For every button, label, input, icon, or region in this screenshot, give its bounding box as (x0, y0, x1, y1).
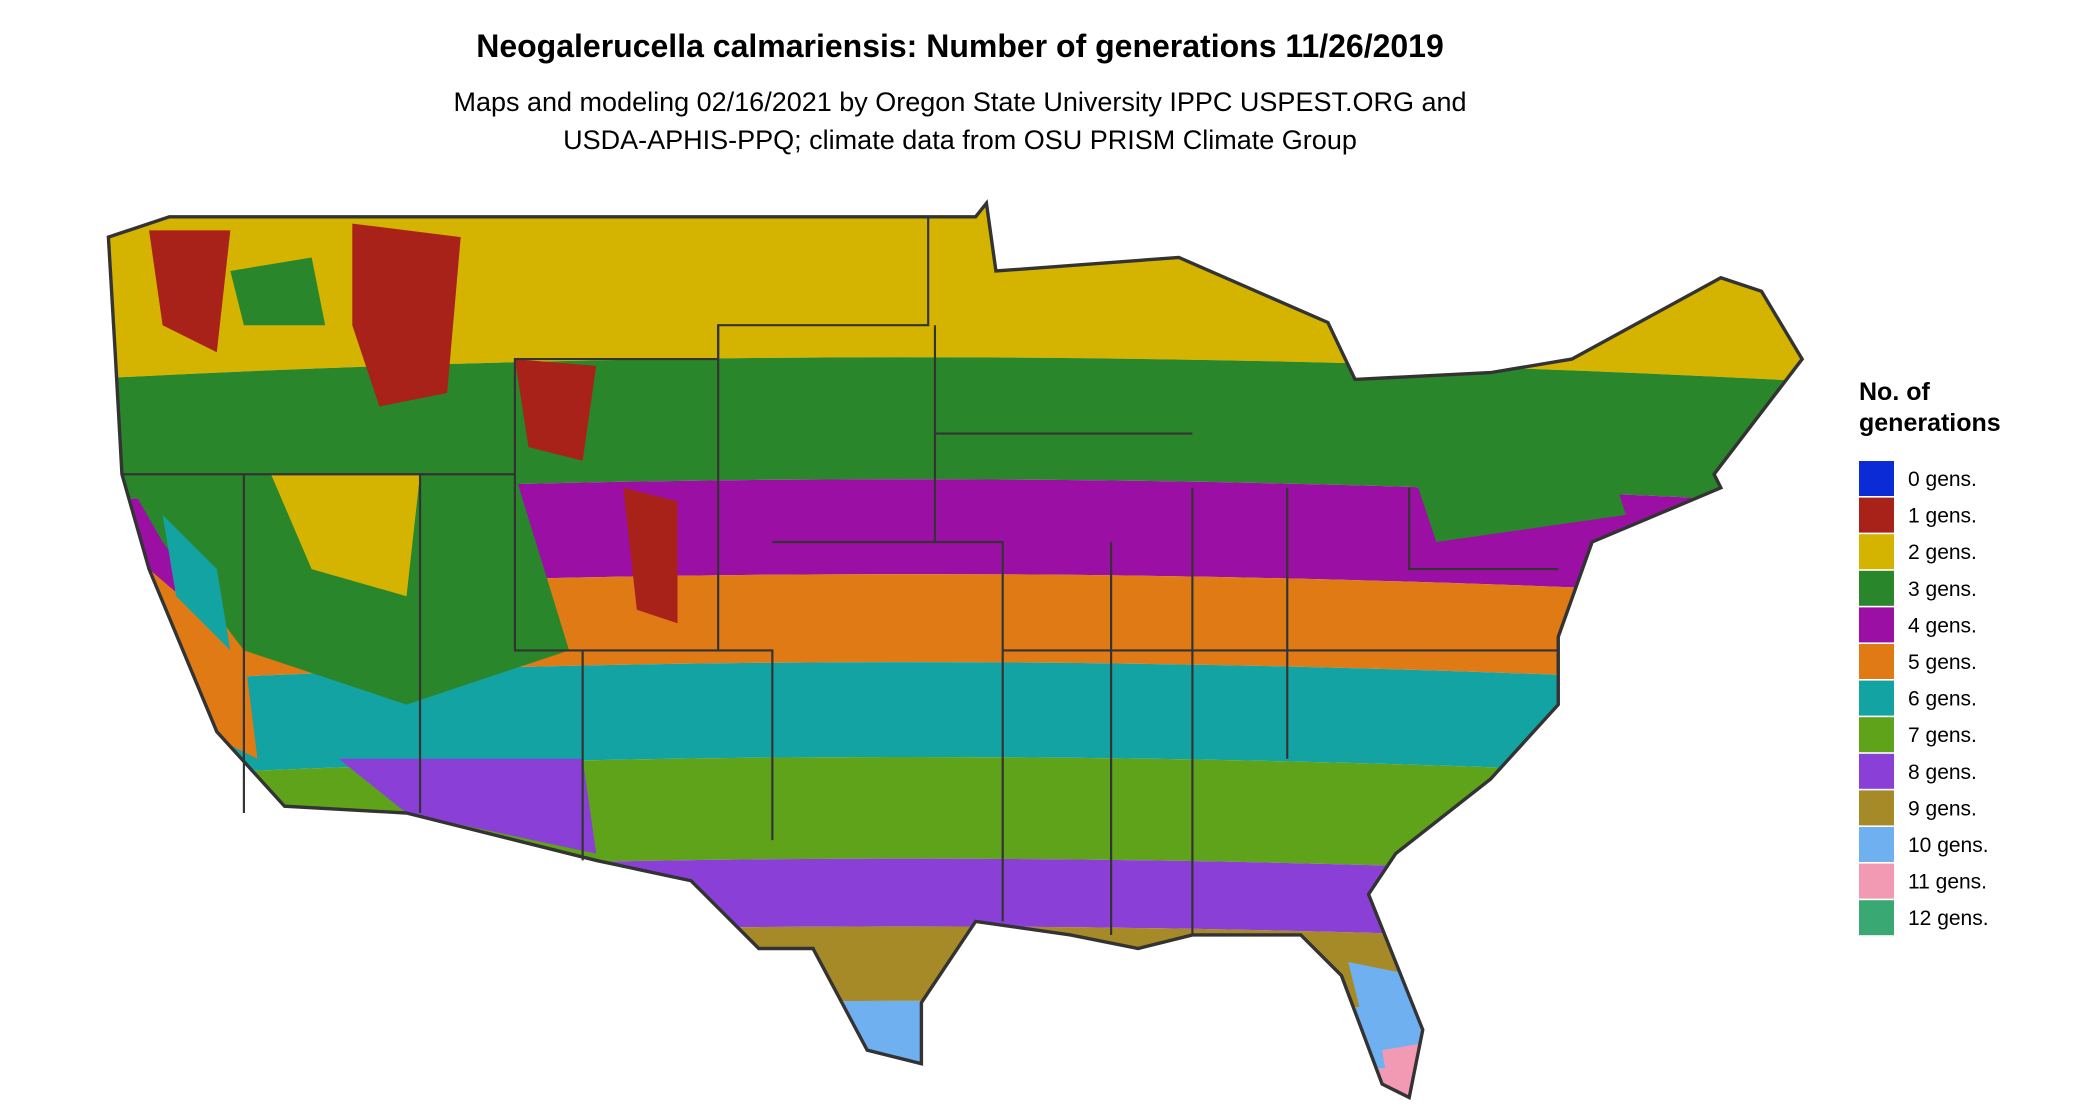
zone (108, 1000, 1803, 1091)
generation-zones (108, 203, 1803, 1098)
legend-label: 11 gens. (1908, 871, 1987, 894)
zone (1409, 433, 1626, 542)
legend-swatch (1859, 461, 1894, 496)
zone (623, 487, 678, 624)
legend-title: generations (1859, 409, 2001, 437)
state-lines (121, 216, 1559, 935)
legend: 0 gens. 1 gens. 2 gens. 3 gens. 4 gens. 5 gen… (1859, 461, 1989, 936)
zone (108, 858, 1803, 956)
legend-label: 5 gens. (1908, 651, 1977, 674)
legend-swatch (1859, 790, 1894, 826)
legend-label: 2 gens. (1908, 541, 1977, 564)
zone (149, 569, 258, 759)
legend-label: 4 gens. (1908, 614, 1977, 637)
subtitle: USDA-APHIS-PPQ; climate data from OSU PR… (563, 125, 1357, 155)
legend-label: 7 gens. (1908, 724, 1977, 747)
zone (514, 359, 597, 461)
legend-label: 6 gens. (1908, 688, 1977, 711)
legend-swatch (1859, 863, 1894, 899)
legend-label: 1 gens. (1908, 505, 1977, 528)
legend-swatch (1859, 680, 1894, 716)
zone (108, 662, 1803, 786)
legend-swatch (1859, 534, 1894, 570)
zone (352, 223, 461, 407)
zone (108, 926, 1803, 1030)
legend-swatch (1859, 900, 1894, 936)
zone (108, 1061, 1803, 1098)
legend-label: 12 gens. (1908, 907, 1989, 930)
zone (338, 758, 597, 854)
zone (149, 230, 231, 353)
legend-label: 0 gens. (1908, 468, 1977, 491)
legend-label: 9 gens. (1908, 797, 1977, 820)
legend-label: 10 gens. (1908, 834, 1989, 857)
legend-swatch (1859, 644, 1894, 679)
subtitle: Maps and modeling 02/16/2021 by Oregon S… (453, 87, 1466, 117)
title: Neogalerucella calmariensis: Number of g… (476, 28, 1444, 64)
legend-swatch (1859, 607, 1894, 643)
us-map (106, 201, 1804, 1100)
zone (1382, 1043, 1423, 1098)
legend-swatch (1859, 497, 1894, 533)
legend-swatch (1859, 753, 1894, 789)
legend-label: 3 gens. (1908, 578, 1977, 601)
legend-swatch (1859, 570, 1894, 606)
zone (162, 514, 231, 651)
zone (271, 474, 421, 597)
zone (230, 257, 326, 326)
legend-swatch (1859, 827, 1894, 862)
legend-label: 8 gens. (1908, 761, 1977, 784)
legend-swatch (1859, 717, 1894, 753)
legend-title: No. of (1859, 378, 1930, 406)
